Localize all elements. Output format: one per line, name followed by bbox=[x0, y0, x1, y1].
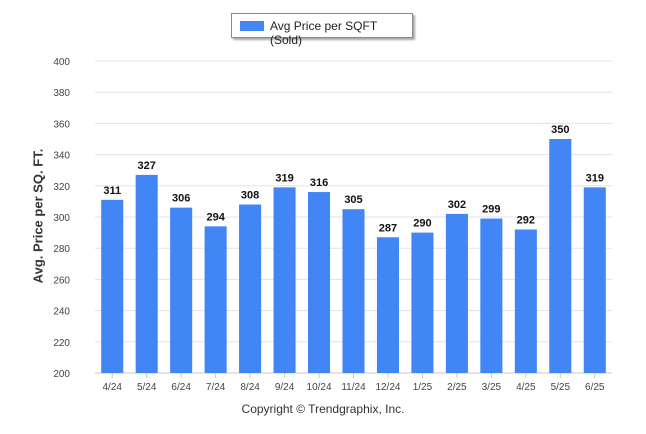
data-label: 308 bbox=[241, 190, 259, 202]
x-tick-label: 6/25 bbox=[585, 382, 605, 393]
bar bbox=[376, 237, 399, 373]
data-label: 306 bbox=[172, 193, 190, 205]
bar bbox=[583, 187, 606, 373]
y-tick-label: 340 bbox=[53, 151, 70, 162]
y-tick-label: 360 bbox=[53, 119, 70, 130]
bar bbox=[549, 139, 572, 373]
y-tick-label: 280 bbox=[53, 244, 70, 255]
data-label: 287 bbox=[379, 222, 397, 234]
data-label: 302 bbox=[448, 199, 466, 211]
bar bbox=[514, 229, 537, 373]
y-axis-title: Avg. Price per SQ. FT. bbox=[30, 148, 46, 284]
y-tick-label: 320 bbox=[53, 182, 70, 193]
y-tick-label: 220 bbox=[53, 338, 70, 349]
y-tick-label: 300 bbox=[53, 213, 70, 224]
bar bbox=[411, 232, 434, 373]
legend-label: Avg Price per SQFT (Sold) bbox=[270, 19, 377, 47]
y-tick-label: 240 bbox=[53, 307, 70, 318]
x-tick-label: 4/25 bbox=[516, 382, 536, 393]
y-tick-label: 260 bbox=[53, 275, 70, 286]
legend: Avg Price per SQFT (Sold) bbox=[231, 13, 413, 47]
bar bbox=[445, 213, 468, 373]
x-tick-label: 11/24 bbox=[341, 382, 366, 393]
x-tick-label: 6/24 bbox=[171, 382, 191, 393]
x-tick-label: 5/24 bbox=[137, 382, 157, 393]
data-label: 316 bbox=[310, 177, 328, 189]
x-tick-label: 9/24 bbox=[275, 382, 295, 393]
x-tick-label: 12/24 bbox=[375, 382, 400, 393]
data-label: 299 bbox=[482, 204, 500, 216]
x-tick-label: 5/25 bbox=[551, 382, 571, 393]
bar bbox=[239, 204, 262, 373]
x-tick-label: 1/25 bbox=[413, 382, 433, 393]
x-tick-label: 2/25 bbox=[447, 382, 467, 393]
bar bbox=[273, 187, 296, 373]
data-label: 319 bbox=[275, 172, 293, 184]
data-label: 292 bbox=[517, 214, 535, 226]
data-label: 290 bbox=[413, 218, 431, 230]
bar bbox=[135, 174, 158, 373]
x-tick-label: 7/24 bbox=[206, 382, 226, 393]
data-label: 294 bbox=[206, 211, 225, 223]
copyright-footer: Copyright © Trendgraphix, Inc. bbox=[241, 402, 405, 416]
legend-swatch bbox=[240, 21, 264, 31]
bar bbox=[170, 207, 193, 373]
data-label: 311 bbox=[103, 185, 121, 197]
bar bbox=[342, 209, 365, 373]
x-tick-label: 10/24 bbox=[307, 382, 332, 393]
y-tick-label: 200 bbox=[53, 369, 70, 380]
x-tick-label: 3/25 bbox=[482, 382, 502, 393]
bar bbox=[308, 192, 331, 373]
y-tick-label: 400 bbox=[53, 57, 70, 68]
data-label: 319 bbox=[586, 172, 604, 184]
data-label: 350 bbox=[551, 124, 569, 136]
data-label: 327 bbox=[138, 160, 156, 172]
bar bbox=[204, 226, 227, 373]
x-tick-label: 4/24 bbox=[102, 382, 122, 393]
x-tick-label: 8/24 bbox=[240, 382, 260, 393]
data-label: 305 bbox=[344, 194, 362, 206]
bar bbox=[480, 218, 503, 373]
y-tick-label: 380 bbox=[53, 88, 70, 99]
bar bbox=[101, 199, 124, 373]
